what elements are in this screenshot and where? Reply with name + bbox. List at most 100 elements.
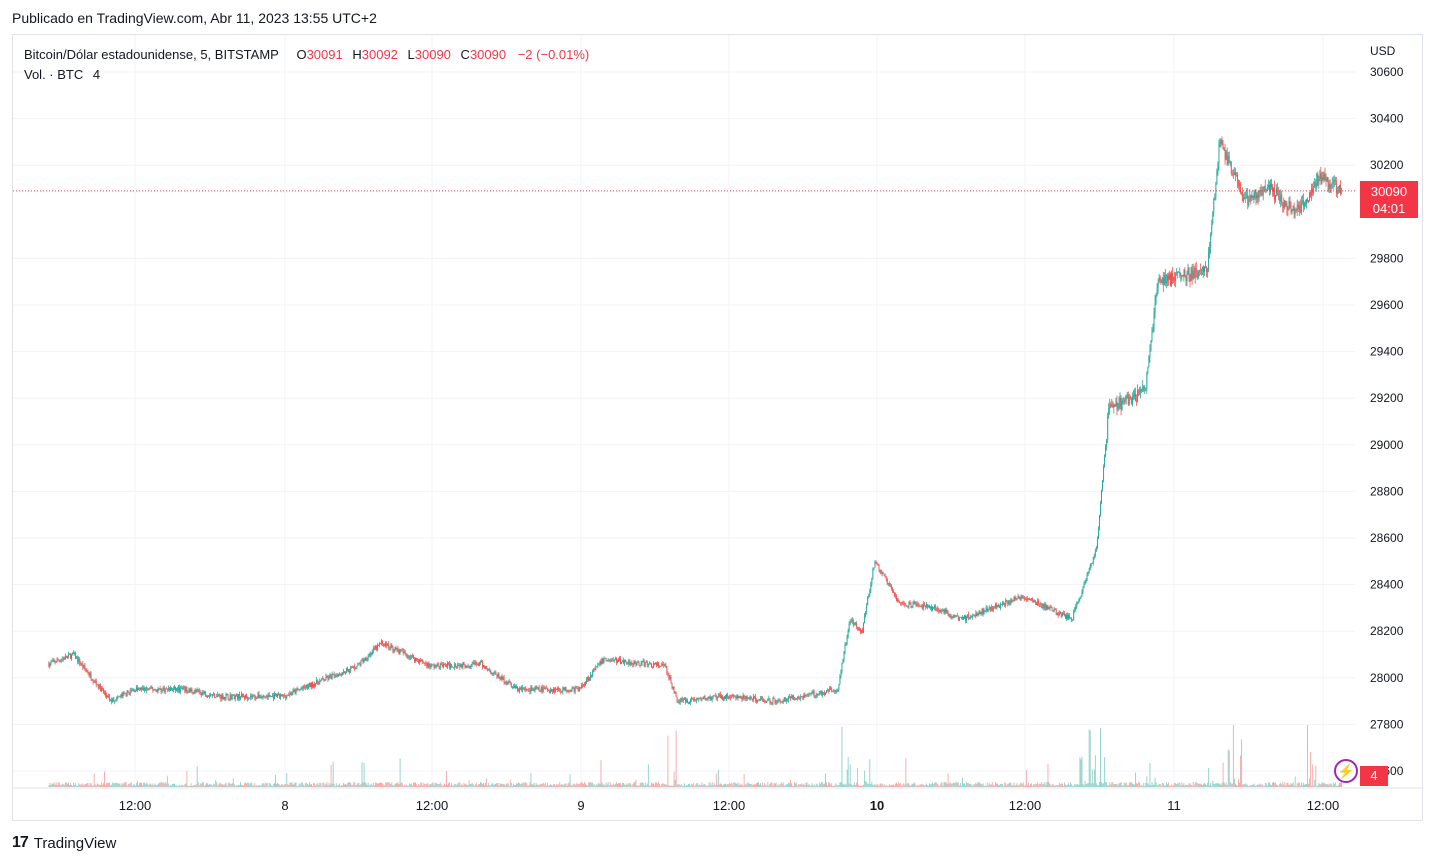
candle-body xyxy=(1007,601,1009,604)
volume-bar xyxy=(83,785,85,787)
volume-bar xyxy=(599,783,601,787)
lightning-icon[interactable]: ⚡ xyxy=(1334,759,1358,783)
volume-bar xyxy=(974,784,976,787)
candle-body xyxy=(1185,276,1187,281)
volume-bar xyxy=(891,784,893,787)
volume-bar xyxy=(94,784,96,787)
candle-body xyxy=(1196,272,1198,278)
candle-body xyxy=(130,690,132,691)
volume-bar xyxy=(1218,782,1220,787)
candle-body xyxy=(954,615,956,617)
candle-body xyxy=(660,666,662,667)
candle-body xyxy=(674,692,676,694)
volume-bar xyxy=(1138,782,1140,787)
volume-bar xyxy=(733,782,735,787)
candle-body xyxy=(341,672,343,676)
candle-body xyxy=(69,654,70,655)
candle-body xyxy=(1272,187,1273,192)
candle-body xyxy=(259,697,261,699)
volume-bar xyxy=(1155,782,1157,787)
volume-legend[interactable]: Vol. · BTC 4 xyxy=(24,65,100,85)
candle-body xyxy=(1200,268,1202,270)
volume-bar xyxy=(453,785,455,787)
volume-bar xyxy=(854,784,856,787)
candle-body xyxy=(696,698,698,702)
candle-body xyxy=(454,664,456,668)
candle-body xyxy=(151,686,153,689)
volume-bar xyxy=(229,783,231,787)
symbol-legend[interactable]: Bitcoin/Dólar estadounidense, 5, BITSTAM… xyxy=(24,45,589,65)
candle-body xyxy=(368,655,370,657)
volume-bar xyxy=(695,784,697,787)
candle-body xyxy=(91,679,93,681)
candle-body xyxy=(1222,143,1224,150)
candle-body xyxy=(425,663,427,665)
volume-bar xyxy=(207,783,208,787)
candle-body xyxy=(526,688,528,690)
y-tick-label: 28200 xyxy=(1370,624,1404,638)
candle-body xyxy=(330,675,332,679)
volume-bar xyxy=(1136,783,1138,787)
volume-bar xyxy=(418,784,420,787)
volume-bar xyxy=(526,783,528,787)
candle-body xyxy=(778,699,780,701)
candle-body xyxy=(581,685,583,687)
close-label: C xyxy=(460,47,470,62)
candle-body xyxy=(125,692,127,697)
volume-bar xyxy=(761,785,763,787)
candle-body xyxy=(260,696,262,698)
candle-body xyxy=(115,700,117,702)
candle-body xyxy=(1109,404,1111,408)
volume-bar xyxy=(1241,739,1243,787)
candle-body xyxy=(569,690,571,692)
volume-bar xyxy=(1252,784,1254,787)
candle-body xyxy=(1037,600,1039,605)
volume-bar xyxy=(143,782,145,787)
volume-bar xyxy=(1058,782,1060,787)
candle-body xyxy=(1134,394,1135,397)
volume-bar xyxy=(264,782,266,787)
candle-body xyxy=(795,699,797,701)
volume-bar xyxy=(142,784,144,787)
volume-bar xyxy=(1001,783,1003,787)
volume-bar xyxy=(1139,782,1141,787)
volume-bar xyxy=(499,783,501,787)
candle-body xyxy=(362,660,364,663)
volume-bar xyxy=(936,782,938,787)
volume-bar xyxy=(52,783,54,787)
volume-bar xyxy=(1061,783,1063,787)
volume-bar xyxy=(61,783,63,787)
candle-body xyxy=(733,696,735,698)
volume-bar xyxy=(1244,783,1246,787)
volume-bar xyxy=(519,783,521,787)
candle-body xyxy=(236,694,238,699)
symbol-name[interactable]: Bitcoin/Dólar estadounidense, 5, BITSTAM… xyxy=(24,47,279,62)
volume-bar xyxy=(128,783,130,787)
volume-bar xyxy=(566,785,568,787)
volume-bar xyxy=(984,785,986,787)
volume-badge: 4 xyxy=(1360,766,1388,786)
volume-bar xyxy=(838,785,840,787)
volume-bar xyxy=(1025,770,1027,787)
volume-bar xyxy=(806,782,808,787)
candle-body xyxy=(1154,300,1156,314)
candle-body xyxy=(844,644,846,652)
volume-bar xyxy=(1311,785,1313,787)
volume-bar xyxy=(1046,782,1048,787)
candle-body xyxy=(1130,398,1132,404)
candle-body xyxy=(401,650,403,652)
volume-bar xyxy=(1292,782,1294,787)
volume-bar xyxy=(1161,782,1163,787)
volume-bar xyxy=(172,783,173,787)
candle-body xyxy=(376,644,378,650)
candle-body xyxy=(1039,603,1041,605)
volume-bar xyxy=(1070,782,1072,787)
volume-bar xyxy=(129,783,131,787)
candle-body xyxy=(1107,415,1109,441)
candle-body xyxy=(56,659,58,663)
volume-bar xyxy=(897,784,899,787)
candle-body xyxy=(1108,407,1110,416)
candle-body xyxy=(1248,201,1250,206)
volume-bar xyxy=(725,783,727,787)
